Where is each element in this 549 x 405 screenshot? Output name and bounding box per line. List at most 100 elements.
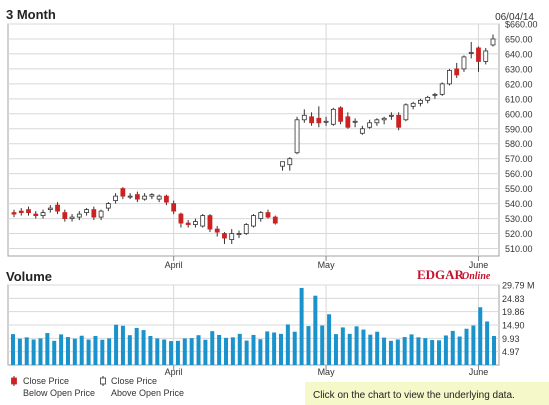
- volume-bar[interactable]: [127, 335, 132, 365]
- candle[interactable]: [258, 211, 264, 222]
- volume-bar[interactable]: [375, 331, 380, 365]
- volume-bar[interactable]: [347, 333, 352, 365]
- volume-bar[interactable]: [93, 335, 98, 365]
- volume-bar[interactable]: [278, 333, 283, 365]
- volume-bar[interactable]: [340, 327, 345, 365]
- candle[interactable]: [214, 226, 220, 237]
- candle[interactable]: [47, 205, 53, 213]
- volume-bar[interactable]: [485, 321, 490, 365]
- candle[interactable]: [11, 209, 17, 218]
- volume-bar[interactable]: [107, 338, 112, 365]
- volume-bar[interactable]: [244, 340, 249, 365]
- volume-bar[interactable]: [217, 334, 222, 365]
- candle[interactable]: [222, 232, 227, 245]
- volume-bar[interactable]: [45, 333, 50, 365]
- candle[interactable]: [200, 214, 206, 228]
- candle[interactable]: [476, 46, 481, 72]
- candle[interactable]: [352, 118, 358, 128]
- candle[interactable]: [193, 218, 198, 228]
- volume-bar[interactable]: [292, 331, 297, 365]
- candle[interactable]: [323, 116, 329, 126]
- volume-bar[interactable]: [416, 337, 421, 365]
- candle[interactable]: [91, 206, 97, 221]
- volume-bar[interactable]: [59, 334, 64, 365]
- volume-bar[interactable]: [361, 329, 366, 365]
- volume-bar[interactable]: [327, 314, 332, 365]
- candle[interactable]: [40, 209, 46, 219]
- volume-bar[interactable]: [52, 340, 57, 365]
- candle[interactable]: [330, 107, 336, 126]
- volume-bar[interactable]: [409, 334, 414, 365]
- volume-bar[interactable]: [272, 332, 277, 365]
- volume-bar[interactable]: [368, 334, 373, 365]
- volume-bar[interactable]: [258, 339, 263, 365]
- volume-bar[interactable]: [457, 336, 462, 365]
- volume-bar[interactable]: [478, 307, 483, 365]
- volume-bar[interactable]: [237, 333, 242, 365]
- candle[interactable]: [359, 125, 365, 135]
- volume-bar[interactable]: [11, 334, 15, 365]
- volume-bar[interactable]: [203, 339, 208, 365]
- candle[interactable]: [55, 202, 60, 215]
- volume-bar[interactable]: [175, 340, 180, 365]
- volume-bar[interactable]: [114, 324, 119, 365]
- volume-bar[interactable]: [492, 335, 496, 365]
- candle[interactable]: [367, 119, 373, 129]
- candle[interactable]: [388, 112, 394, 120]
- candle[interactable]: [236, 230, 242, 239]
- volume-bar[interactable]: [72, 338, 77, 365]
- volume-bar[interactable]: [38, 338, 43, 365]
- volume-bar[interactable]: [24, 337, 29, 365]
- candle[interactable]: [243, 223, 249, 236]
- volume-bar[interactable]: [437, 340, 442, 365]
- volume-bar[interactable]: [162, 339, 167, 365]
- volume-bar[interactable]: [471, 325, 476, 365]
- candle[interactable]: [120, 187, 126, 200]
- candle[interactable]: [468, 41, 474, 59]
- candle[interactable]: [164, 194, 169, 206]
- volume-bar[interactable]: [17, 338, 22, 365]
- candle[interactable]: [33, 211, 39, 219]
- candle[interactable]: [171, 200, 177, 215]
- volume-bar[interactable]: [285, 324, 290, 365]
- candle[interactable]: [483, 47, 489, 65]
- volume-bar[interactable]: [251, 334, 256, 365]
- volume-bar[interactable]: [189, 338, 194, 365]
- candle[interactable]: [156, 194, 162, 203]
- candle[interactable]: [418, 98, 423, 107]
- candle[interactable]: [425, 95, 431, 104]
- candle[interactable]: [105, 202, 111, 212]
- candle[interactable]: [345, 112, 351, 129]
- volume-bar[interactable]: [65, 337, 70, 365]
- candle[interactable]: [447, 68, 452, 86]
- candle[interactable]: [432, 92, 438, 99]
- volume-bar[interactable]: [430, 340, 435, 365]
- candle[interactable]: [18, 208, 24, 216]
- candle[interactable]: [149, 193, 155, 200]
- volume-bar[interactable]: [402, 337, 407, 365]
- candle[interactable]: [410, 101, 416, 110]
- candle[interactable]: [69, 214, 75, 222]
- view-data-hint[interactable]: Click on the chart to view the underlyin…: [313, 390, 515, 401]
- volume-bar[interactable]: [333, 334, 338, 365]
- volume-bar[interactable]: [395, 339, 400, 365]
- candle[interactable]: [490, 34, 496, 47]
- volume-bar[interactable]: [265, 331, 270, 365]
- volume-bar[interactable]: [169, 341, 174, 365]
- candle[interactable]: [316, 106, 322, 128]
- volume-bar[interactable]: [120, 325, 125, 365]
- volume-bar[interactable]: [320, 325, 325, 365]
- candle[interactable]: [134, 191, 140, 203]
- volume-bar[interactable]: [423, 338, 428, 365]
- candle[interactable]: [272, 215, 278, 225]
- candle[interactable]: [280, 161, 285, 171]
- volume-bar[interactable]: [450, 330, 455, 365]
- volume-bar[interactable]: [79, 335, 84, 365]
- candle[interactable]: [113, 193, 119, 204]
- candle[interactable]: [178, 212, 184, 228]
- candle[interactable]: [207, 214, 213, 233]
- volume-bar[interactable]: [313, 295, 318, 365]
- volume-bar[interactable]: [134, 327, 139, 365]
- volume-bar[interactable]: [100, 339, 105, 365]
